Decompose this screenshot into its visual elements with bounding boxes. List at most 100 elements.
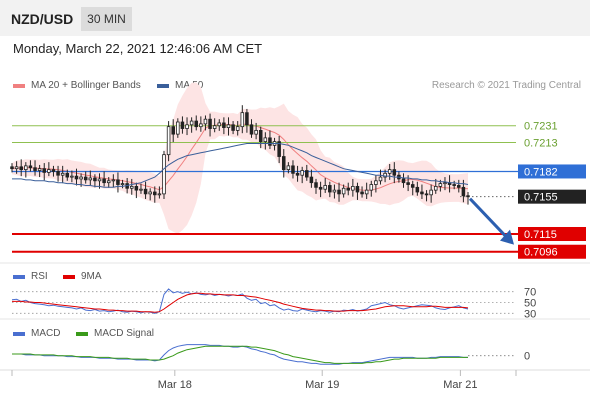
candle-up [263,137,268,143]
legend-rsi9-label: 9MA [81,271,102,282]
candle-up [323,185,327,190]
candle-up [369,184,374,191]
candle-down [309,176,314,184]
candle-up [79,176,83,180]
candle-up [433,185,438,191]
macd-line [12,344,468,365]
level-0.7155: 0.7155 [460,189,586,204]
legend-macd-signal: MACD Signal [76,328,154,339]
candle-up [139,188,143,191]
candle-down [420,191,424,195]
legend-ma50: MA 50 [157,80,203,91]
candle-up [37,168,42,171]
macd-signal-line [12,345,468,364]
time-label: Mar 21 [443,379,477,391]
legend-rsi-label: RSI [31,271,48,282]
candle-down [83,176,88,181]
ma20-swatch [13,83,25,88]
candle-down [360,191,364,195]
candle-up [47,169,51,173]
candle-up [364,189,369,195]
candle-down [19,166,23,171]
candle-down [406,182,410,185]
macd-swatch [13,331,25,336]
candle-down [171,126,175,135]
candle-down [51,169,56,172]
legend-rsi: RSI [13,271,48,282]
candle-up [378,176,383,182]
rsi-swatch [13,274,25,279]
candle-down [328,185,332,193]
candle-up [88,177,93,181]
credit-text: Research © 2021 Trading Central [431,80,581,91]
candle-down [28,165,33,169]
candle-down [305,170,309,178]
candle-up [387,169,392,174]
time-label: Mar 18 [158,379,192,391]
rsi-ma9-line [12,292,469,313]
pivot-label: 0.7182 [524,166,558,178]
support-label: 0.7115 [524,229,557,241]
resistance-label: 0.7231 [524,121,558,133]
candle-up [97,178,102,182]
candle-up [438,183,443,187]
candle-down [277,141,281,157]
candle-down [208,118,212,129]
ma20-line [11,123,469,191]
macd-signal-swatch [76,331,88,336]
candle-up [60,172,65,176]
level-0.7096: 0.7096 [12,244,586,259]
rsi9-swatch [63,274,75,279]
candle-down [461,186,466,197]
level-0.7213: 0.7213 [12,138,558,150]
resistance-label: 0.7213 [524,138,558,150]
candle-down [258,129,263,142]
support-label: 0.7096 [524,247,558,259]
candle-up [120,183,125,186]
candle-up [176,121,180,135]
candle-up [203,118,208,125]
candle-up [157,193,162,196]
candle-down [410,184,415,188]
candle-down [337,189,341,195]
candle-up [341,187,346,195]
candle-down [102,178,106,184]
level-0.7182: 0.7182 [12,164,586,179]
support-label-box [518,244,586,259]
candle-up [254,129,258,135]
candle-down [314,182,318,188]
candle-down [93,177,97,182]
candle-up [14,166,19,170]
candle-up [129,185,134,189]
candle-up [24,165,28,171]
candle-down [318,186,323,190]
candle-down [143,188,148,195]
forecast-arrow-head [500,229,514,245]
candle-up [162,154,166,195]
candle-down [222,122,226,129]
ma50-line [12,143,469,188]
legend-ma50-label: MA 50 [175,80,204,91]
candle-up [212,125,217,129]
bollinger-band [12,82,468,234]
legend-ma20: MA 20 + Bollinger Bands [13,80,141,91]
legend-ma20-label: MA 20 + Bollinger Bands [31,80,141,91]
candle-down [291,165,295,174]
candle-down [457,185,461,188]
candle-down [466,195,470,198]
candle-down [56,171,60,176]
legend-macd-label: MACD [31,328,61,339]
last-price-box [518,189,586,204]
candle-up [70,175,74,178]
timeframe-button[interactable]: 30 MIN [81,7,132,31]
candle-up [351,185,355,191]
candle-down [33,167,37,171]
candle-up [383,172,387,178]
candle-up [189,120,194,126]
candle-up [217,122,222,127]
chart-date: Monday, March 22, 2021 12:46:06 AM CET [13,41,263,56]
candle-down [153,191,157,196]
candle-up [332,189,337,193]
candle-up [111,179,116,182]
